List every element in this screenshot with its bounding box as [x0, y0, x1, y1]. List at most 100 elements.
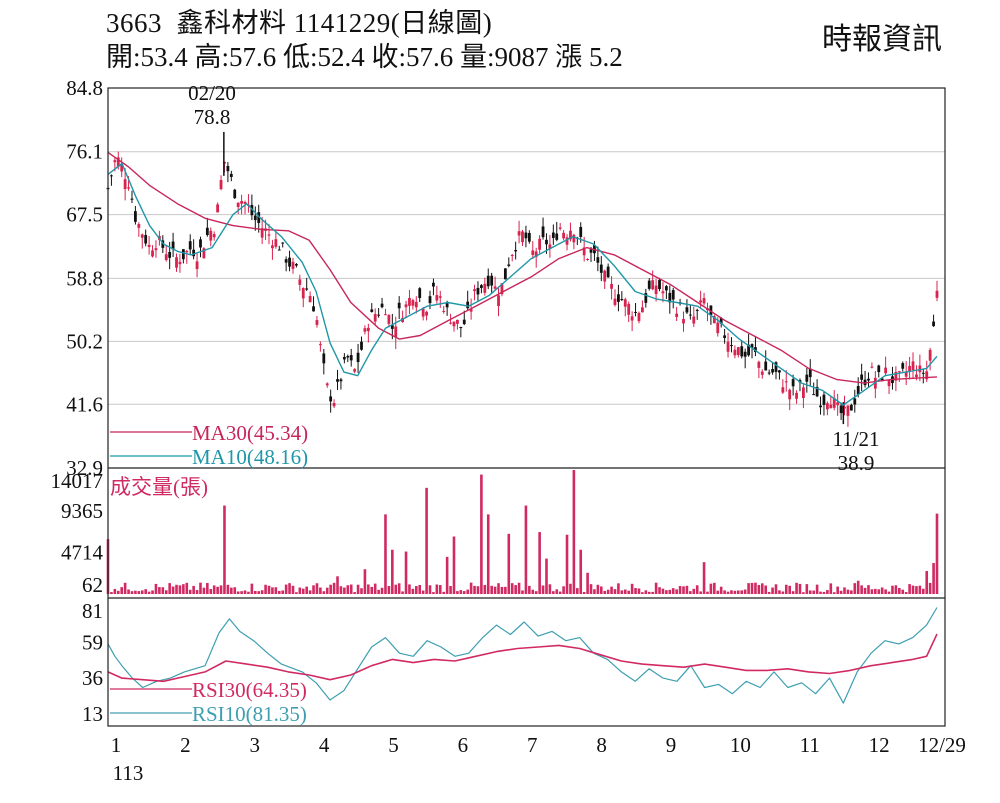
candle-body: [271, 245, 274, 249]
volume-bar: [630, 583, 634, 594]
volume-bar: [195, 590, 199, 594]
candle-body: [466, 301, 470, 309]
candle-body: [627, 303, 631, 315]
volume-bar: [312, 585, 315, 594]
volume-bar: [192, 585, 195, 594]
volume-bar: [301, 588, 305, 594]
chart-title: 3663 鑫科材料 1141229(日線圖): [106, 8, 492, 38]
candle-body: [442, 310, 446, 312]
candle-body: [640, 307, 644, 313]
candle-body: [281, 242, 285, 244]
volume-bar: [620, 590, 624, 594]
volume-bar: [127, 589, 130, 594]
candle-body: [702, 298, 706, 304]
candle-body: [253, 215, 257, 221]
volume-bar: [774, 584, 778, 594]
candle-body: [856, 386, 860, 395]
candle-body: [617, 294, 620, 302]
candle-body: [795, 392, 798, 399]
volume-bar: [904, 592, 908, 594]
volume-bar: [247, 591, 250, 594]
volume-bar: [168, 583, 171, 594]
volume-bar: [188, 589, 192, 594]
stock-code: 3663: [106, 8, 162, 38]
candle-body: [778, 370, 781, 373]
volume-bar: [120, 587, 124, 594]
volume-bar: [733, 590, 737, 594]
volume-bar: [432, 592, 435, 594]
volume-bar: [504, 586, 507, 594]
candle-body: [233, 189, 237, 199]
volume-bar: [647, 591, 651, 594]
candle-body: [202, 248, 206, 259]
volume-bar: [243, 590, 247, 594]
candle-body: [654, 285, 658, 295]
plot-border: [107, 87, 946, 727]
candle-body: [699, 300, 703, 303]
candle-body: [832, 397, 836, 408]
candle-body: [565, 237, 569, 245]
volume-bar: [661, 588, 665, 594]
volume-bar: [641, 592, 644, 594]
volume-bar: [288, 583, 291, 594]
volume-bar: [254, 590, 257, 594]
volume-tick-label: 4714: [61, 540, 104, 564]
candle-body: [342, 357, 346, 360]
candle-body: [634, 311, 637, 313]
volume-bar: [418, 584, 422, 594]
volume-bar: [110, 592, 113, 594]
candle-body: [716, 322, 720, 334]
volume-bar: [894, 585, 898, 594]
x-tick-label: 7: [527, 733, 538, 757]
volume-bar: [113, 588, 117, 594]
candle-body: [240, 201, 243, 204]
volume-bar: [747, 583, 750, 594]
candle-body: [181, 249, 185, 260]
x-tick-label: 12: [869, 733, 890, 757]
volume-bar: [702, 562, 706, 594]
volume-bar: [874, 588, 877, 594]
candle-body: [486, 275, 490, 287]
candle-body: [171, 241, 175, 250]
candle-body: [812, 394, 816, 396]
volume-bar: [223, 505, 226, 594]
candle-body: [384, 314, 387, 316]
candle-body: [209, 230, 213, 241]
candle-body: [349, 355, 353, 361]
volume-bar: [514, 585, 517, 594]
candle-body: [408, 297, 411, 306]
volume-bar: [449, 586, 452, 594]
candle-body: [682, 319, 685, 324]
volume-bar: [510, 583, 514, 594]
candle-body: [277, 249, 281, 251]
x-tick-label: 9: [666, 733, 677, 757]
candle-body: [185, 250, 189, 253]
volume-bar: [901, 589, 905, 594]
volume-bar: [918, 585, 922, 594]
x-tick-label: 8: [596, 733, 607, 757]
candle-body: [887, 379, 891, 387]
volume-bar: [863, 587, 867, 594]
volume-bar: [274, 587, 278, 594]
candle-body: [243, 202, 247, 204]
volume-bar: [524, 505, 528, 594]
candle-body: [675, 313, 679, 318]
candle-body: [428, 296, 432, 304]
candle-body: [435, 295, 439, 301]
candle-body: [346, 356, 350, 358]
volume-bar: [182, 584, 185, 594]
candle-body: [928, 349, 932, 361]
volume-bar: [576, 588, 579, 594]
candle-body: [459, 326, 463, 329]
candle-body: [195, 261, 199, 270]
candle-body: [339, 379, 343, 382]
candle-body: [555, 233, 559, 240]
candle-body: [736, 347, 740, 356]
candle-body: [199, 239, 202, 248]
volume-bar: [315, 583, 319, 594]
candle-body: [274, 239, 278, 247]
candle-body: [216, 204, 220, 213]
volume-bar: [593, 589, 596, 594]
volume-bar: [682, 586, 685, 594]
candle-body: [500, 283, 504, 295]
